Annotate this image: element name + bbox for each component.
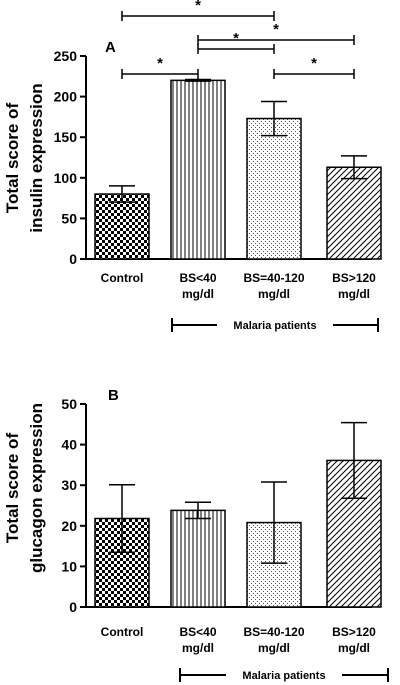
x-tick-label: mg/dl [338, 287, 370, 301]
group-label: Malaria patients [242, 670, 325, 682]
y-tick-label: 0 [69, 599, 77, 615]
significance-star: * [273, 21, 279, 38]
x-tick-label: BS>120 [332, 271, 376, 285]
y-axis-title: Total score of [3, 103, 22, 214]
bar [94, 193, 150, 260]
x-tick-label: mg/dl [258, 641, 290, 655]
x-tick-label: mg/dl [338, 641, 370, 655]
bar [246, 117, 302, 260]
x-tick-label: BS=40-120 [243, 271, 304, 285]
y-axis-title: glucagon expression [27, 403, 46, 573]
x-tick-label: mg/dl [258, 287, 290, 301]
bar [170, 79, 226, 260]
y-tick-label: 200 [54, 89, 78, 105]
x-tick-label: mg/dl [182, 287, 214, 301]
panel-b: 0 10 20 30 40 50 Total score of glucagon expres… [3, 387, 389, 682]
y-tick-label: 0 [69, 251, 77, 267]
bar [326, 166, 382, 260]
y-axis-title: Total score of [3, 433, 22, 544]
x-tick-label: Control [101, 625, 144, 639]
y-tick-label: 100 [54, 170, 78, 186]
x-tick-label: BS<40 [179, 625, 216, 639]
significance-star: * [233, 30, 239, 47]
panel-letter: A [105, 39, 116, 56]
panel-a: 0 50 100 150 200 250 Total score of insulin exp… [3, 0, 382, 332]
y-tick-label: 50 [61, 396, 77, 412]
bar [170, 509, 226, 608]
y-tick-label: 10 [61, 558, 77, 574]
y-tick-label: 250 [54, 48, 78, 64]
y-tick-label: 30 [61, 477, 77, 493]
x-tick-label: BS=40-120 [243, 625, 304, 639]
x-tick-label: BS<40 [179, 271, 216, 285]
significance-star: * [195, 0, 201, 14]
group-label: Malaria patients [233, 320, 316, 332]
panel-letter: B [108, 387, 119, 404]
x-tick-label: Control [101, 271, 144, 285]
significance-star: * [157, 55, 163, 72]
x-tick-label: mg/dl [182, 641, 214, 655]
y-tick-label: 20 [61, 518, 77, 534]
y-tick-label: 150 [54, 129, 78, 145]
y-tick-label: 50 [61, 210, 77, 226]
significance-star: * [311, 55, 317, 72]
y-tick-label: 40 [61, 437, 77, 453]
y-axis-title: insulin expression [27, 83, 46, 232]
x-tick-label: BS>120 [332, 625, 376, 639]
